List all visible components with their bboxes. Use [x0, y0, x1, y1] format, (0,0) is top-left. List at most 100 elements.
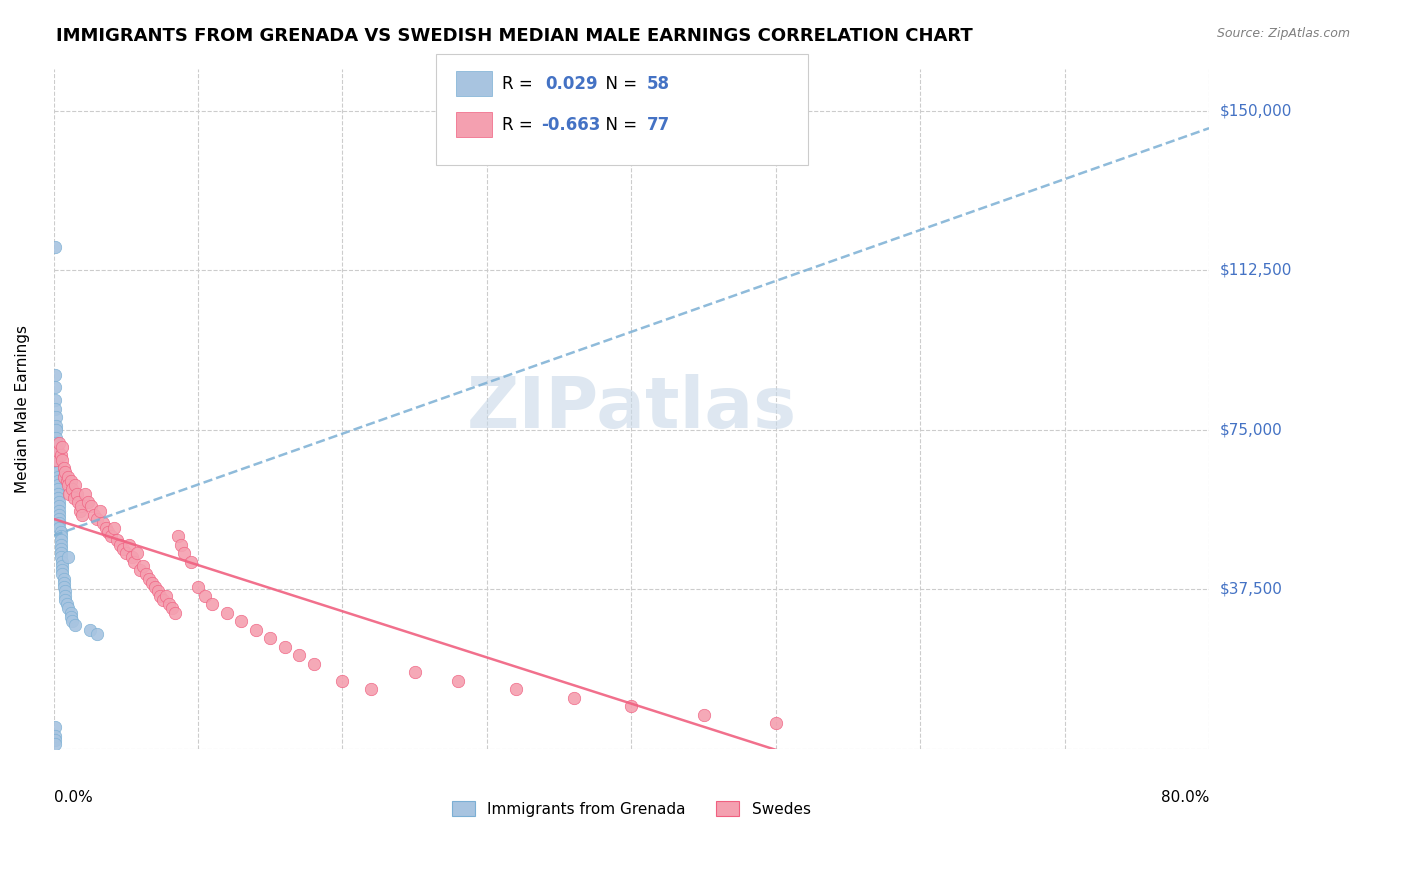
Point — [63, 491, 86, 505]
Point — [79, 623, 101, 637]
Point — [46, 478, 69, 492]
Point — [288, 648, 311, 662]
Point — [44, 393, 66, 408]
Point — [360, 682, 382, 697]
Point — [103, 521, 125, 535]
Point — [66, 486, 89, 500]
Point — [46, 466, 69, 480]
Point — [48, 516, 70, 531]
Point — [45, 444, 67, 458]
Point — [49, 550, 72, 565]
Point — [44, 721, 66, 735]
Point — [620, 699, 643, 714]
Point — [53, 584, 76, 599]
Point — [59, 606, 82, 620]
Point — [44, 368, 66, 382]
Point — [86, 627, 108, 641]
Point — [201, 597, 224, 611]
Point — [273, 640, 295, 654]
Point — [141, 575, 163, 590]
Point — [149, 589, 172, 603]
Point — [245, 623, 267, 637]
Point — [48, 495, 70, 509]
Point — [52, 575, 75, 590]
Point — [135, 567, 157, 582]
Point — [160, 601, 183, 615]
Point — [60, 483, 83, 497]
Point — [143, 580, 166, 594]
Point — [302, 657, 325, 671]
Point — [163, 606, 186, 620]
Text: N =: N = — [595, 116, 643, 134]
Point — [692, 707, 714, 722]
Point — [146, 584, 169, 599]
Point — [259, 631, 281, 645]
Point — [44, 729, 66, 743]
Point — [132, 558, 155, 573]
Point — [121, 550, 143, 565]
Point — [83, 508, 105, 522]
Point — [67, 495, 90, 509]
Point — [53, 466, 76, 480]
Point — [46, 491, 69, 505]
Point — [187, 580, 209, 594]
Point — [48, 512, 70, 526]
Point — [53, 589, 76, 603]
Point — [152, 593, 174, 607]
Point — [89, 503, 111, 517]
Y-axis label: Median Male Earnings: Median Male Earnings — [15, 325, 30, 492]
Point — [46, 444, 69, 458]
Point — [59, 610, 82, 624]
Point — [173, 546, 195, 560]
Point — [100, 529, 122, 543]
Point — [46, 474, 69, 488]
Text: ZIPatlas: ZIPatlas — [467, 374, 796, 443]
Point — [58, 486, 80, 500]
Point — [49, 541, 72, 556]
Point — [44, 733, 66, 747]
Point — [129, 563, 152, 577]
Point — [59, 474, 82, 488]
Point — [86, 512, 108, 526]
Text: Source: ZipAtlas.com: Source: ZipAtlas.com — [1216, 27, 1350, 40]
Point — [51, 567, 73, 582]
Text: 0.029: 0.029 — [546, 75, 598, 93]
Point — [52, 469, 75, 483]
Point — [52, 580, 75, 594]
Text: N =: N = — [595, 75, 643, 93]
Point — [51, 555, 73, 569]
Point — [48, 521, 70, 535]
Point — [114, 546, 136, 560]
Point — [215, 606, 238, 620]
Text: IMMIGRANTS FROM GRENADA VS SWEDISH MEDIAN MALE EARNINGS CORRELATION CHART: IMMIGRANTS FROM GRENADA VS SWEDISH MEDIA… — [56, 27, 973, 45]
Point — [56, 469, 79, 483]
Point — [231, 614, 253, 628]
Point — [45, 435, 67, 450]
Point — [45, 452, 67, 467]
Point — [51, 452, 73, 467]
Point — [77, 495, 100, 509]
Legend: Immigrants from Grenada, Swedes: Immigrants from Grenada, Swedes — [446, 795, 817, 822]
Point — [56, 478, 79, 492]
Point — [44, 380, 66, 394]
Point — [45, 452, 67, 467]
Point — [45, 410, 67, 425]
Text: 0.0%: 0.0% — [53, 789, 93, 805]
Point — [404, 665, 426, 680]
Point — [48, 435, 70, 450]
Point — [44, 738, 66, 752]
Point — [49, 546, 72, 560]
Point — [60, 614, 83, 628]
Point — [138, 572, 160, 586]
Point — [332, 673, 354, 688]
Point — [194, 589, 217, 603]
Point — [48, 500, 70, 514]
Text: $150,000: $150,000 — [1220, 103, 1292, 119]
Point — [51, 558, 73, 573]
Point — [44, 240, 66, 254]
Point — [166, 529, 188, 543]
Point — [111, 541, 134, 556]
Point — [52, 461, 75, 475]
Point — [49, 524, 72, 539]
Text: R =: R = — [502, 75, 543, 93]
